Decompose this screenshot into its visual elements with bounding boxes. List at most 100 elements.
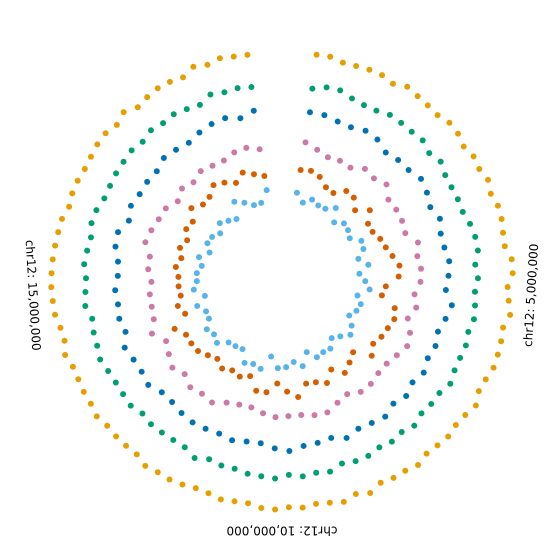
- data-point: [243, 438, 250, 445]
- data-point: [206, 193, 213, 200]
- data-point: [138, 368, 145, 375]
- data-point: [81, 166, 88, 173]
- data-point: [424, 355, 431, 362]
- data-point: [361, 165, 368, 172]
- data-point: [274, 380, 281, 387]
- data-point: [208, 121, 215, 128]
- data-point: [409, 379, 416, 386]
- data-point: [160, 154, 167, 161]
- data-point: [136, 191, 143, 198]
- data-point: [427, 204, 434, 211]
- data-point: [174, 198, 181, 205]
- data-point: [170, 436, 177, 443]
- data-point: [178, 255, 185, 262]
- track-3: [112, 107, 455, 454]
- data-point: [113, 433, 120, 440]
- data-point: [218, 462, 225, 469]
- data-point: [69, 190, 76, 197]
- data-point: [48, 284, 55, 291]
- data-point: [354, 292, 361, 299]
- data-point: [75, 376, 82, 383]
- data-point: [178, 409, 185, 416]
- data-point: [414, 253, 421, 260]
- data-point: [241, 199, 248, 206]
- data-point: [460, 143, 467, 150]
- data-point: [121, 344, 128, 351]
- data-point: [107, 182, 114, 189]
- data-point: [334, 399, 341, 406]
- data-point: [417, 278, 424, 285]
- data-point: [105, 368, 112, 375]
- data-point: [271, 445, 278, 452]
- data-point: [82, 289, 89, 296]
- data-point: [448, 302, 455, 309]
- data-point: [114, 272, 121, 279]
- data-point: [362, 127, 369, 134]
- data-point: [232, 343, 239, 350]
- data-point: [198, 262, 205, 269]
- position-tick-label: chr12: 5,000,000: [521, 243, 541, 347]
- data-point: [299, 473, 306, 480]
- data-point: [123, 442, 130, 449]
- data-point: [300, 442, 307, 449]
- data-point: [104, 422, 111, 429]
- data-point: [437, 158, 444, 165]
- data-point: [436, 215, 443, 222]
- data-point: [390, 400, 397, 407]
- data-point: [396, 262, 403, 269]
- data-point: [501, 243, 508, 250]
- data-point: [84, 247, 91, 254]
- data-point: [166, 78, 173, 85]
- data-point: [315, 202, 322, 209]
- track-4: [142, 139, 425, 421]
- data-point: [83, 275, 90, 282]
- data-point: [487, 190, 494, 197]
- data-point: [127, 402, 134, 409]
- data-point: [94, 141, 101, 148]
- data-point: [158, 389, 165, 396]
- data-point: [169, 399, 176, 406]
- data-point: [185, 139, 192, 146]
- data-point: [426, 150, 433, 157]
- data-point: [210, 182, 217, 189]
- data-point: [337, 87, 344, 94]
- data-point: [216, 430, 223, 437]
- data-point: [311, 412, 318, 419]
- data-point: [313, 500, 320, 507]
- data-point: [476, 165, 483, 172]
- data-point: [338, 460, 345, 467]
- data-point: [142, 462, 149, 469]
- data-point: [244, 470, 251, 477]
- data-point: [423, 450, 430, 457]
- data-point: [385, 196, 392, 203]
- data-point: [375, 370, 382, 377]
- data-point: [248, 84, 255, 91]
- data-point: [154, 85, 161, 92]
- data-point: [283, 364, 290, 371]
- data-point: [272, 414, 279, 421]
- data-point: [234, 85, 241, 92]
- data-point: [377, 235, 384, 242]
- data-point: [239, 169, 246, 176]
- data-point: [306, 109, 313, 116]
- data-point: [256, 146, 263, 153]
- data-point: [330, 190, 337, 197]
- data-point: [376, 444, 383, 451]
- data-point: [89, 315, 96, 322]
- data-point: [504, 283, 511, 290]
- data-point: [398, 119, 405, 126]
- data-point: [172, 264, 179, 270]
- data-point: [146, 291, 153, 298]
- data-point: [189, 218, 196, 225]
- data-point: [236, 373, 243, 380]
- data-point: [225, 339, 232, 346]
- data-point: [181, 371, 188, 378]
- data-point: [133, 451, 140, 458]
- data-point: [231, 465, 238, 472]
- data-point: [66, 203, 73, 210]
- data-point: [272, 475, 279, 482]
- data-point: [436, 390, 443, 397]
- data-point: [490, 364, 497, 371]
- data-point: [181, 444, 188, 451]
- data-point: [498, 215, 505, 222]
